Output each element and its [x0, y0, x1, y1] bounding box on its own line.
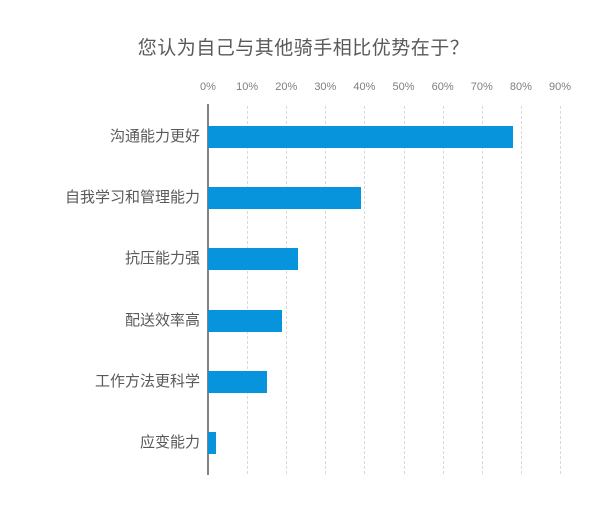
bar — [208, 187, 361, 209]
bar — [208, 371, 267, 393]
plot-area — [207, 104, 561, 475]
gridline — [403, 106, 405, 474]
category-label: 沟通能力更好 — [109, 127, 200, 145]
category-label: 配送效率高 — [124, 311, 200, 329]
x-tick-label: 0% — [200, 81, 216, 93]
gridline — [481, 106, 483, 474]
x-tick-label: 30% — [314, 81, 337, 93]
gridline — [560, 106, 561, 474]
bar — [208, 125, 514, 148]
gridline — [286, 106, 288, 474]
bar — [208, 248, 298, 271]
bar — [208, 309, 283, 332]
gridline — [364, 106, 366, 474]
x-tick-label: 20% — [275, 81, 298, 93]
gridline — [325, 106, 327, 474]
chart-title: 您认为自己与其他骑手相比优势在于？ — [137, 38, 470, 59]
category-label: 工作方法更科学 — [94, 373, 200, 390]
x-tick-label: 10% — [236, 81, 259, 93]
y-axis-line — [207, 104, 209, 475]
gridline — [520, 106, 522, 474]
category-label: 抗压能力强 — [124, 250, 200, 268]
x-tick-label: 40% — [353, 81, 376, 93]
x-tick-label: 50% — [392, 81, 415, 93]
bar — [208, 432, 216, 455]
gridline — [442, 106, 444, 474]
category-label: 自我学习和管理能力 — [64, 189, 200, 206]
gridline — [247, 106, 249, 474]
category-label: 应变能力 — [139, 434, 200, 452]
x-tick-label: 90% — [548, 81, 572, 93]
x-tick-label: 80% — [509, 81, 532, 93]
x-tick-label: 60% — [431, 81, 454, 93]
x-tick-label: 70% — [470, 81, 493, 93]
